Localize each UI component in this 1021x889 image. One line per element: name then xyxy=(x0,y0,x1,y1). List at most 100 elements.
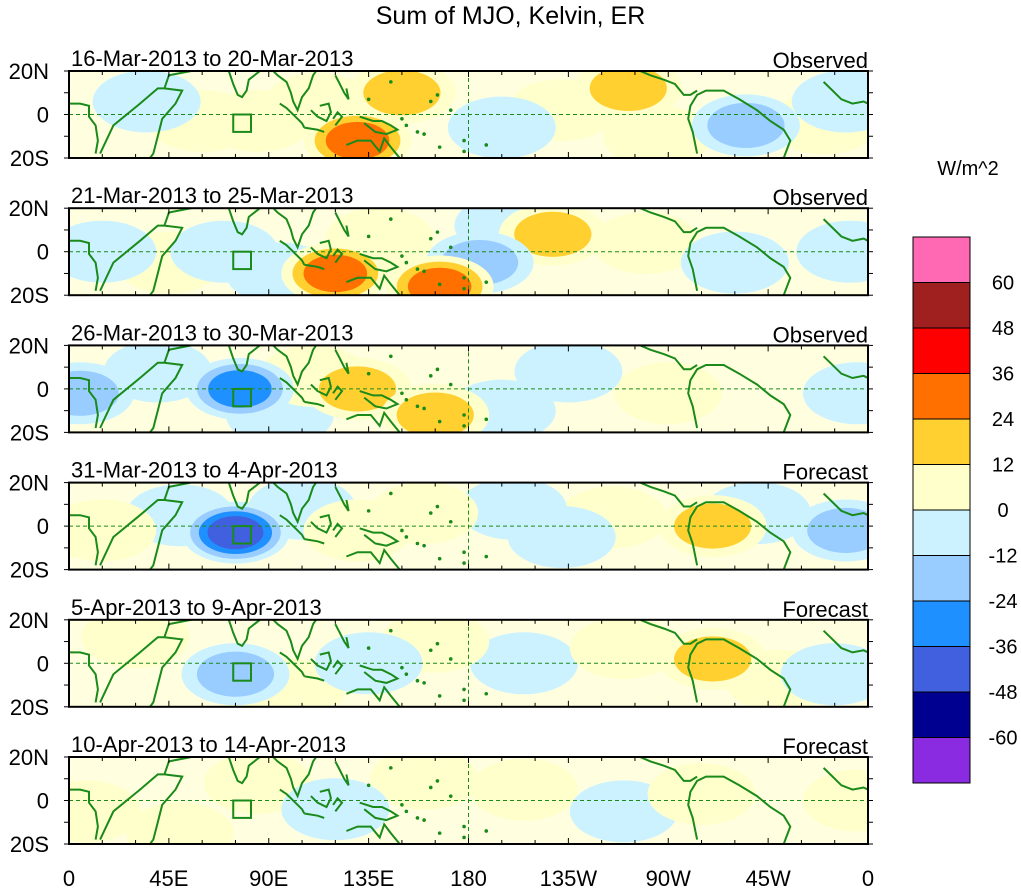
coastline xyxy=(334,486,350,512)
x-tick-label: 45W xyxy=(746,866,791,889)
coastline xyxy=(99,87,184,158)
island-mark xyxy=(389,628,393,633)
coastline xyxy=(227,71,261,99)
panel-status: Forecast xyxy=(782,734,868,759)
coastline xyxy=(69,102,99,154)
coastline xyxy=(687,89,792,158)
island-mark xyxy=(428,648,433,653)
coastline xyxy=(687,226,792,296)
island-mark xyxy=(437,145,442,149)
panel-date-range: 26-Mar-2013 to 30-Mar-2013 xyxy=(71,320,353,345)
coastline xyxy=(687,501,792,570)
x-tick-label: 90E xyxy=(249,866,288,889)
anomaly-mark xyxy=(92,71,201,133)
anomaly-mark xyxy=(469,758,578,821)
map-panel-3: 20N 0 20S 26-Mar-2013 to 30-Mar-2013 Observe… xyxy=(9,320,873,445)
island-mark xyxy=(366,97,371,102)
coastline xyxy=(310,651,332,672)
island-mark xyxy=(366,509,371,513)
anomaly-field xyxy=(92,71,868,158)
reference-box xyxy=(232,250,252,271)
anomaly-mark xyxy=(196,651,275,697)
reference-box xyxy=(232,662,252,682)
island-mark xyxy=(484,143,489,147)
coastline xyxy=(310,102,332,123)
coastline xyxy=(687,775,792,844)
y-tick-label: 20S xyxy=(10,283,49,308)
y-tick-label: 0 xyxy=(37,789,49,814)
anomaly-mark xyxy=(281,778,390,841)
coastline xyxy=(227,345,261,373)
colorbar-swatch xyxy=(912,327,971,374)
anomaly-mark xyxy=(614,362,723,425)
island-mark xyxy=(462,687,466,692)
coastline xyxy=(163,757,193,775)
anomaly-mark xyxy=(407,267,472,296)
island-mark xyxy=(462,698,466,703)
colorbar: W/m^2 60 48 36 24 12 0 -12 -24 -36 -48 -60 xyxy=(912,158,1018,784)
colorbar-swatch xyxy=(912,646,971,693)
island-mark xyxy=(389,354,393,359)
coastline xyxy=(163,619,193,638)
anomaly-mark xyxy=(680,231,789,294)
panel-status: Observed xyxy=(773,322,868,347)
island-mark xyxy=(448,382,453,387)
colorbar-label: 36 xyxy=(992,364,1014,386)
panel-date-range: 16-Mar-2013 to 20-Mar-2013 xyxy=(71,46,353,71)
island-mark xyxy=(462,276,466,280)
colorbar-label: 12 xyxy=(992,455,1014,477)
coastline xyxy=(227,757,261,785)
island-mark xyxy=(448,794,453,798)
coastline xyxy=(271,71,318,113)
coastline xyxy=(332,659,344,675)
island-mark xyxy=(435,779,440,783)
map-panel-1: 20N 0 20S 16-Mar-2013 to 20-Mar-2013 Observe… xyxy=(9,46,873,171)
island-mark xyxy=(422,406,426,411)
panel-status: Forecast xyxy=(782,460,868,485)
coastline xyxy=(334,349,350,375)
anomaly-mark xyxy=(791,71,868,133)
coastline xyxy=(99,636,184,707)
island-mark xyxy=(404,809,409,814)
colorbar-label: -36 xyxy=(989,637,1018,659)
island-mark xyxy=(366,783,371,788)
island-mark xyxy=(448,245,453,250)
x-tick-label: 45E xyxy=(149,866,188,889)
island-mark xyxy=(415,678,420,683)
y-tick-label: 20N xyxy=(9,745,49,770)
island-mark xyxy=(422,543,426,548)
coastline xyxy=(637,208,698,234)
coastline xyxy=(271,757,318,799)
y-tick-label: 20S xyxy=(10,146,49,171)
colorbar-label: -24 xyxy=(989,591,1018,613)
island-mark xyxy=(462,138,466,143)
y-tick-label: 20N xyxy=(9,196,49,221)
colorbar-label: 0 xyxy=(997,500,1008,522)
island-mark xyxy=(366,371,371,376)
island-mark xyxy=(400,528,404,533)
island-mark xyxy=(422,681,426,685)
map-panel-4: 20N 0 20S 31-Mar-2013 to 4-Apr-2013 Forecast xyxy=(9,458,873,583)
colorbar-swatch xyxy=(912,236,971,283)
island-mark xyxy=(415,130,420,134)
island-mark xyxy=(435,641,440,646)
colorbar-swatch xyxy=(912,555,971,602)
anomaly-mark xyxy=(514,211,592,257)
y-tick-label: 20N xyxy=(9,471,49,496)
coastline xyxy=(310,239,332,260)
anomaly-mark xyxy=(447,96,556,158)
coastline xyxy=(346,822,401,844)
island-mark xyxy=(404,260,409,265)
island-mark xyxy=(389,80,393,84)
island-mark xyxy=(437,282,442,287)
coastline xyxy=(310,376,332,397)
y-tick-label: 20N xyxy=(9,608,49,633)
reference-box xyxy=(232,113,252,133)
coastline xyxy=(304,675,325,682)
coastline xyxy=(163,71,193,89)
coastline xyxy=(637,482,698,508)
colorbar-swatch xyxy=(912,373,971,420)
coastline xyxy=(163,345,193,364)
coastline xyxy=(310,513,332,534)
